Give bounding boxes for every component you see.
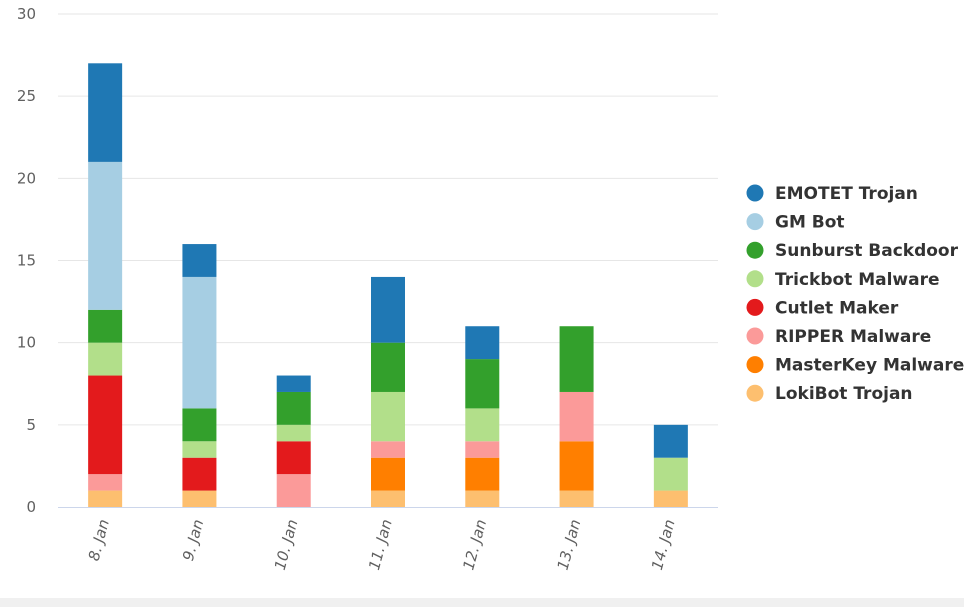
bar-segment[interactable] <box>465 359 500 409</box>
bar-segment[interactable] <box>559 441 594 491</box>
legend-item-label[interactable]: GM Bot <box>775 213 845 233</box>
y-tick-label: 25 <box>17 87 36 105</box>
y-tick-label: 15 <box>17 252 36 270</box>
legend-item-label[interactable]: Sunburst Backdoor <box>775 241 959 261</box>
bar-segment[interactable] <box>371 457 405 491</box>
legend-item-label[interactable]: EMOTET Trojan <box>775 184 918 204</box>
y-tick-label: 30 <box>17 5 36 23</box>
bar-segment[interactable] <box>88 490 123 507</box>
bars <box>88 63 688 507</box>
bar-segment[interactable] <box>653 490 688 507</box>
bar-segment[interactable] <box>559 490 594 507</box>
legend-item-label[interactable]: MasterKey Malware <box>775 356 964 376</box>
x-axis: 8. Jan 9. Jan 10. Jan 11. Jan 12. Jan 13. Jan… <box>58 507 718 572</box>
bar-segment[interactable] <box>559 326 594 392</box>
bar-segment[interactable] <box>182 276 217 409</box>
bar-segment[interactable] <box>276 441 311 475</box>
legend-item-label[interactable]: Cutlet Maker <box>775 298 899 318</box>
legend-swatch <box>746 213 764 231</box>
y-tick-label: 10 <box>17 334 36 352</box>
legend-swatch <box>746 241 764 259</box>
x-tick-label: 8. Jan <box>85 517 113 562</box>
bar-segment[interactable] <box>88 63 123 162</box>
bar-segment[interactable] <box>88 161 123 310</box>
legend-swatch <box>746 184 764 202</box>
y-tick-label: 0 <box>26 498 36 516</box>
bar-segment[interactable] <box>182 244 217 277</box>
x-tick-label: 12. Jan <box>459 517 490 572</box>
bar-segment[interactable] <box>371 342 405 392</box>
legend-swatch <box>746 356 764 374</box>
bar-segment[interactable] <box>276 375 311 392</box>
legend-swatch <box>746 270 764 288</box>
legend-swatch <box>746 384 764 402</box>
bar-segment[interactable] <box>88 342 123 376</box>
bar-segment[interactable] <box>182 408 217 442</box>
legend-swatch <box>746 327 764 345</box>
bar-segment[interactable] <box>276 474 311 507</box>
bar-segment[interactable] <box>465 457 500 491</box>
bar-segment[interactable] <box>653 457 688 491</box>
bar-segment[interactable] <box>182 457 217 491</box>
bar-segment[interactable] <box>182 490 217 507</box>
bar-segment[interactable] <box>371 391 405 442</box>
y-axis: 0 5 10 15 20 25 30 <box>17 5 36 516</box>
x-tick-label: 13. Jan <box>554 517 585 572</box>
bar-segment[interactable] <box>88 375 123 475</box>
x-tick-label: 11. Jan <box>365 517 396 572</box>
y-tick-label: 20 <box>17 169 36 187</box>
x-tick-label: 14. Jan <box>648 517 679 572</box>
bar-segment[interactable] <box>465 441 500 458</box>
legend-swatch <box>746 298 764 316</box>
legend-item-label[interactable]: RIPPER Malware <box>775 327 931 347</box>
bar-segment[interactable] <box>88 309 123 343</box>
bar-segment[interactable] <box>371 441 405 458</box>
y-tick-label: 5 <box>26 416 36 434</box>
gridlines <box>58 13 718 426</box>
bar-segment[interactable] <box>371 490 405 507</box>
legend-item-label[interactable]: LokiBot Trojan <box>775 384 913 404</box>
bar-segment[interactable] <box>276 424 311 442</box>
bar-segment[interactable] <box>465 326 500 360</box>
bar-segment[interactable] <box>465 490 500 507</box>
bar-segment[interactable] <box>276 391 311 425</box>
x-tick-label: 9. Jan <box>179 517 207 562</box>
bar-segment[interactable] <box>559 391 594 442</box>
footer-strip <box>0 598 964 607</box>
x-tick-label: 10. Jan <box>271 517 302 572</box>
legend-item-label[interactable]: Trickbot Malware <box>775 270 940 290</box>
bar-segment[interactable] <box>182 441 217 458</box>
bar-segment[interactable] <box>371 276 405 343</box>
bar-segment[interactable] <box>88 474 123 491</box>
legend: EMOTET Trojan GM Bot Sunburst Backdoor Tric… <box>746 184 964 404</box>
bar-segment[interactable] <box>465 408 500 442</box>
bar-segment[interactable] <box>653 424 688 458</box>
